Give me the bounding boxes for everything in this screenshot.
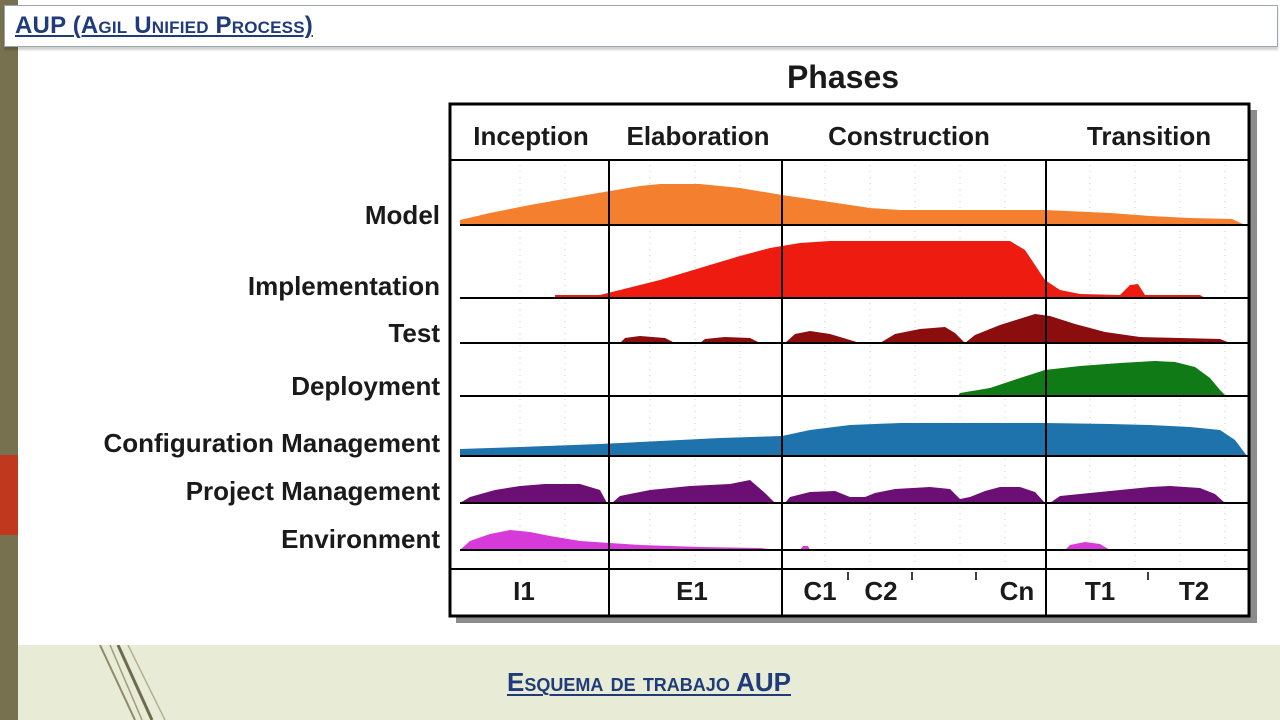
grid-dots <box>519 165 1226 565</box>
iteration-label-c1: C1 <box>803 576 836 606</box>
discipline-label-environment: Environment <box>281 524 440 554</box>
slide-title: AUP (Agil Unified Process) <box>15 12 313 39</box>
discipline-label-model: Model <box>365 200 440 230</box>
iteration-label-i1: I1 <box>513 576 535 606</box>
phase-label-transition: Transition <box>1087 121 1211 151</box>
discipline-label-implementation: Implementation <box>248 271 440 301</box>
phase-label-elaboration: Elaboration <box>626 121 769 151</box>
discipline-label-test: Test <box>388 318 440 348</box>
iteration-label-c2: C2 <box>864 576 897 606</box>
iteration-label-t2: T2 <box>1179 576 1209 606</box>
model-hump <box>460 184 1245 225</box>
environment-hump <box>460 530 1110 550</box>
diagram-heading: Phases <box>787 59 899 95</box>
phase-label-inception: Inception <box>473 121 589 151</box>
deployment-hump <box>958 361 1226 396</box>
iteration-label-cn: Cn <box>1000 576 1035 606</box>
iteration-label-t1: T1 <box>1085 576 1115 606</box>
iteration-label-e1: E1 <box>676 576 708 606</box>
test-hump <box>620 314 1230 343</box>
configuration-management-hump <box>460 423 1247 456</box>
discipline-label-configuration-management: Configuration Management <box>103 428 440 458</box>
diagram-frame <box>448 102 1251 618</box>
discipline-label-deployment: Deployment <box>291 371 440 401</box>
discipline-label-project-management: Project Management <box>186 476 441 506</box>
project-management-hump <box>460 480 1225 503</box>
implementation-hump <box>555 241 1205 298</box>
side-strip <box>0 0 18 720</box>
decorative-lines <box>99 645 166 720</box>
title-bar: AUP (Agil Unified Process) <box>4 5 1278 47</box>
phase-label-construction: Construction <box>828 121 990 151</box>
footer-caption: Esquema de trabajo AUP <box>507 667 791 697</box>
side-accent <box>0 455 18 535</box>
footer-band: Esquema de trabajo AUP <box>18 645 1280 720</box>
